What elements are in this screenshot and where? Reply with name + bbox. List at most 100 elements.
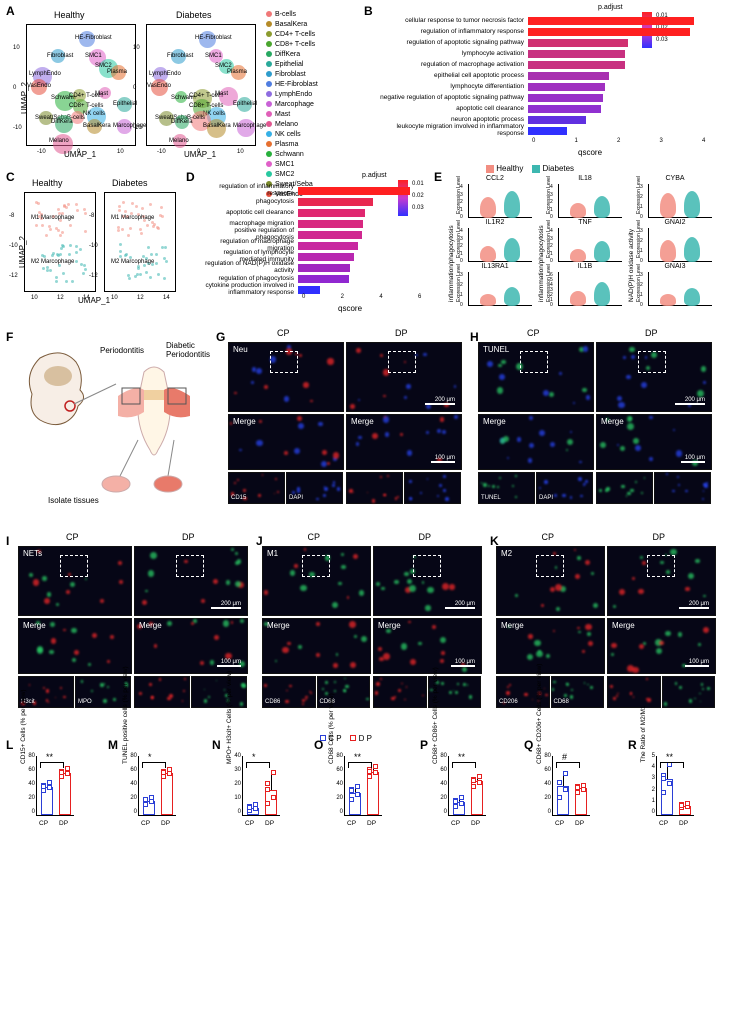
micrograph-G-r0-c1: 200 μm [346,342,462,412]
violin-group-title: inflammation/phagocytosis [448,225,455,302]
legend-marcophage: Marcophage [266,100,362,110]
barplot-R: 012345CPDPThe Ratio of M2/M1** [638,752,696,830]
micrograph-J-r0-c1: 200 μm [373,546,482,616]
barplot-Q: 020406080CPDPCD68+ CD206+ Cells (% per v… [534,752,592,830]
header-K-CP: CP [542,532,555,542]
micrograph-J-marker-0-c1 [373,676,427,708]
micrograph-K-r0-c1: 200 μm [607,546,716,616]
xticks-d: 0246 [302,294,422,304]
violin-IL1R2: IL1R201234Expression Level [458,222,532,262]
micrograph-G-marker-1-c1 [404,472,461,504]
panel-b-barchart: p.adjust 0.010.020.03 cellular response … [378,10,720,160]
micrograph-K-r1-c1: Merge100 μm [607,618,716,674]
panel-label-E: E [434,170,442,184]
panel-label-B: B [364,4,373,18]
legend-cd8+ t-cells: CD8+ T-cells [266,40,362,50]
label-periodontitis: Periodontitis [100,346,144,355]
legend-diabetes: Diabetes [542,164,574,173]
micrograph-K-r1-c0: Merge [496,618,605,674]
legend-melano: Melano [266,120,362,130]
umap-legend: B-cellsBasalKeraCD4+ T-cellsCD8+ T-cells… [266,10,362,200]
violin-CYBA: CYBA0123Expression Level [638,178,712,218]
legend-cd4+ t-cells: CD4+ T-cells [266,30,362,40]
micrograph-H-r1-c0: Merge [478,414,594,470]
barplot-M: 020406080CPDPTUNEL positive cells (% per… [120,752,178,830]
micrograph-J-r0-c0: M1 [262,546,371,616]
micrograph-I-r0-c1: 200 μm [134,546,248,616]
umap-diabetes: HE-FibroblastFibroblastSMC1SMC2LymphEndo… [146,24,256,146]
header-J-CP: CP [308,532,321,542]
padj-label-d: p.adjust [362,172,387,179]
panel-label-I: I [6,534,9,548]
micrograph-I-r1-c1: Merge100 μm [134,618,248,674]
violin-IL13RA1: IL13RA10123Expression Level [458,266,532,306]
panel-label-M: M [108,738,118,752]
label-isolate: Isolate tissues [48,496,99,505]
umap-c-xlabel: UMAP_1 [78,296,110,305]
umap-title-diabetes: Diabetes [176,10,212,20]
legend-diffkera: DiffKera [266,50,362,60]
title-c-diabetes: Diabetes [112,178,148,188]
xticks-b: 01234 [532,138,708,148]
micrograph-G-marker-0-c1 [346,472,403,504]
micrograph-H-r0-c0: TUNEL [478,342,594,412]
legend-nk cells: NK cells [266,130,362,140]
label-diabetic: Diabetic Periodontitis [166,342,220,360]
umap-c-ylabel: UMAP_2 [18,236,27,268]
legend-smc1: SMC1 [266,160,362,170]
header-H-DP: DP [645,328,658,338]
micrograph-K-r0-c0: M2 [496,546,605,616]
violin-group-title: inflammation/phagocytosis [538,225,545,302]
qscore-label-b: qscore [578,148,602,157]
header-G-DP: DP [395,328,408,338]
title-c-healthy: Healthy [32,178,63,188]
legend-lymphendo: LymphEndo [266,90,362,100]
umap-c-diabetes: M1 MarcophageM2 Marcophage101214-12-10-8 [104,192,176,292]
micrograph-G-r1-c1: Merge100 μm [346,414,462,470]
qscore-label-d: qscore [338,304,362,313]
umap-ylabel: UMAP_2 [20,82,29,114]
umap-healthy: HE-FibroblastFibroblastSMC1SMC2LymphEndo… [26,24,136,146]
legend-fibroblast: Fibroblast [266,70,362,80]
panel-label-R: R [628,738,637,752]
panel-label-D: D [186,170,195,184]
micrograph-H-r0-c1: 200 μm [596,342,712,412]
header-I-CP: CP [66,532,79,542]
violin-GNAI3: GNAI30123Expression Level [638,266,712,306]
panel-label-L: L [6,738,13,752]
barplot-L: 020406080CPDPCD15+ Cells (% per view)** [18,752,76,830]
panel-label-Q: Q [524,738,533,752]
barplot-P: 020406080CPDPCD68+ CD86+ Cells (% per vi… [430,752,488,830]
legend-healthy: Healthy [496,164,523,173]
umap-c-healthy: M1 MarcophageM2 Marcophage101214-12-10-8 [24,192,96,292]
panel-e: Healthy Diabetes inflammation/phagocytos… [444,172,728,322]
micrograph-G-r1-c0: Merge [228,414,344,470]
panel-d-barchart: p.adjust 0.010.020.03 regulation of infl… [198,180,434,320]
violin-GNAI2: GNAI20123Expression Level [638,222,712,262]
violin-IL1B: IL1B0123456Expression Level [548,266,622,306]
micrograph-I-r1-c0: Merge [18,618,132,674]
micrograph-I-r0-c0: NETs [18,546,132,616]
panel-label-F: F [6,330,13,344]
micrograph-H-marker-1-c1 [654,472,711,504]
legend-basalkera: BasalKera [266,20,362,30]
violin-group-title: NAD(P)H oxidase activity [628,229,635,302]
legend-b-cells: B-cells [266,10,362,20]
panel-label-A: A [6,4,15,18]
header-J-DP: DP [419,532,432,542]
header-G-CP: CP [277,328,290,338]
panel-f: Periodontitis Diabetic Periodontitis Iso… [18,344,216,524]
panel-label-N: N [212,738,221,752]
micrograph-H-r1-c1: Merge100 μm [596,414,712,470]
barplot-N: 010203040CPDPMPO+ H3cit+ Cells (% per vi… [224,752,282,830]
legend-mast: Mast [266,110,362,120]
padj-label-b: p.adjust [598,4,623,11]
header-H-CP: CP [527,328,540,338]
micrograph-J-r1-c0: Merge [262,618,371,674]
panel-label-C: C [6,170,15,184]
umap-xlabel-2: UMAP_1 [184,150,216,159]
umap-xlabel-1: UMAP_1 [64,150,96,159]
header-I-DP: DP [182,532,195,542]
micrograph-H-marker-0-c0: TUNEL [478,472,535,504]
violin-IL18: IL1801234Expression Level [548,178,622,218]
